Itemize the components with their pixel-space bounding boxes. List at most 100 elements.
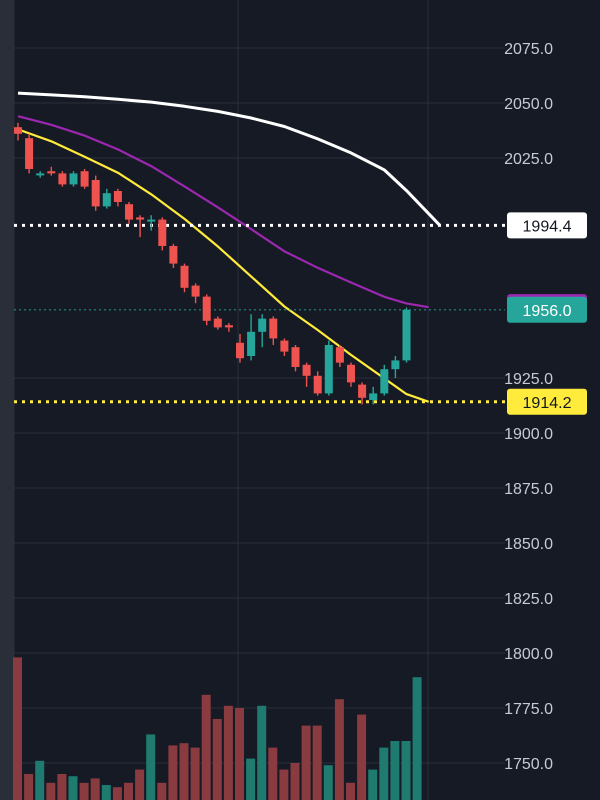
candle xyxy=(224,323,233,332)
candle xyxy=(69,171,78,187)
price-tag: 1956.0 xyxy=(507,296,587,323)
candle xyxy=(169,243,178,268)
candle xyxy=(291,345,300,372)
volume-bar xyxy=(401,741,411,800)
candle-body xyxy=(369,393,378,400)
candle xyxy=(247,314,256,361)
volume-bar xyxy=(223,705,233,800)
price-tag: 1994.4 xyxy=(507,212,587,239)
candle xyxy=(25,133,34,174)
price-axis[interactable]: 2075.0 2050.0 2025.0 1925.0 1900.0 1875.0 1850… xyxy=(504,41,553,773)
candle-body xyxy=(269,318,278,339)
volume-bar xyxy=(46,782,56,800)
candle-body xyxy=(258,318,267,332)
candle-body xyxy=(380,369,389,394)
volume-bar xyxy=(68,776,78,800)
volume-bar xyxy=(79,782,89,800)
volume-bar xyxy=(268,747,278,800)
candle xyxy=(302,362,311,387)
moving-average-line xyxy=(17,128,430,403)
candle xyxy=(113,188,122,207)
candle-body xyxy=(80,171,89,187)
candle-body xyxy=(47,171,56,174)
volume-bar xyxy=(323,765,333,800)
candle-body xyxy=(324,345,333,394)
volume-bar xyxy=(334,699,344,800)
volume-bar xyxy=(101,785,111,800)
candle xyxy=(136,215,145,238)
volume-bar xyxy=(35,760,45,800)
candle-body xyxy=(391,360,400,370)
price-tag-label: 1956.0 xyxy=(523,303,572,320)
candle-body xyxy=(58,173,67,185)
volume-bar xyxy=(135,769,145,800)
volume-bar xyxy=(235,708,244,800)
volume-bar xyxy=(190,747,200,800)
candle-body xyxy=(147,219,156,222)
candle-body xyxy=(335,347,344,363)
chart-grid xyxy=(13,0,505,800)
candle-body xyxy=(25,138,34,169)
price-tag-box xyxy=(507,388,587,415)
y-tick-label: 1800.0 xyxy=(504,646,553,663)
candle xyxy=(313,371,322,396)
candle-body xyxy=(169,246,178,264)
y-tick-label: 1750.0 xyxy=(504,756,553,773)
candle-body xyxy=(313,375,322,394)
candle xyxy=(58,171,67,187)
candle xyxy=(125,202,133,224)
candle xyxy=(147,215,156,231)
candle xyxy=(47,166,56,176)
candle-body xyxy=(202,296,211,321)
candle-body xyxy=(91,180,100,207)
candle-body xyxy=(125,204,133,220)
candle xyxy=(280,338,289,356)
moving-average-line xyxy=(17,115,429,309)
candle xyxy=(36,171,45,178)
candle-body xyxy=(180,265,189,288)
volume-bar xyxy=(257,705,267,800)
candle-body xyxy=(102,193,111,207)
candle-body xyxy=(236,342,244,359)
candle xyxy=(14,122,22,141)
candle xyxy=(258,314,267,348)
candle-body xyxy=(158,219,167,246)
volume-bar xyxy=(357,714,367,800)
volume-bar xyxy=(179,743,189,800)
volume-bar xyxy=(168,745,178,800)
candle xyxy=(391,356,400,378)
y-tick-label: 1875.0 xyxy=(504,481,553,498)
left-edge-strip xyxy=(0,0,14,800)
price-tag-box xyxy=(507,296,587,323)
candle xyxy=(91,175,100,211)
candle-body xyxy=(113,191,122,202)
candle-body xyxy=(247,331,256,356)
volume-bar xyxy=(368,769,378,800)
volume-bar xyxy=(124,782,133,800)
candle-body xyxy=(291,347,300,367)
volume-bar xyxy=(13,657,22,800)
volume-bar xyxy=(24,774,34,800)
candle xyxy=(324,340,333,396)
volume-bar xyxy=(90,778,100,800)
candle-body xyxy=(347,364,355,383)
candle-body xyxy=(302,364,311,376)
candle xyxy=(269,316,278,345)
price-tag-box xyxy=(507,212,587,239)
candle xyxy=(202,294,211,326)
candle-body xyxy=(191,285,200,297)
volume-bar xyxy=(112,787,122,800)
candle-body xyxy=(402,309,411,361)
volume-bar xyxy=(301,725,311,800)
candle xyxy=(180,263,189,293)
volume-bars xyxy=(13,657,422,800)
price-tag-label: 1994.4 xyxy=(523,218,572,235)
y-tick-label: 2025.0 xyxy=(504,151,553,168)
candlestick-series xyxy=(14,122,411,405)
candle-body xyxy=(224,325,233,328)
candle xyxy=(369,386,378,405)
price-tag-label: 1914.2 xyxy=(523,395,572,412)
y-tick-label: 1925.0 xyxy=(504,371,553,388)
